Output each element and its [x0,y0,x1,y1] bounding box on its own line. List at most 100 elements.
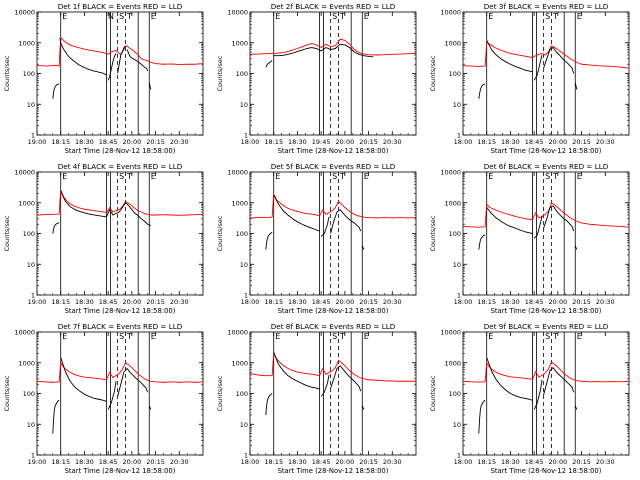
x-tick-label: 20:00 [122,298,141,306]
phase-marker-label: E [62,172,67,181]
y-axis-label: Counts/sec [3,55,11,91]
y-tick-label: 1 [31,132,35,140]
y-tick-label: 10 [453,421,461,429]
y-tick-label: 10 [453,101,461,109]
series-line-events [265,352,365,416]
y-axis-label: Counts/sec [429,375,437,411]
chart-svg: Det 4f BLACK = Events RED = LLD 1 10 100 100… [3,162,204,315]
x-tick-label: 19:00 [28,298,47,306]
plot-area [250,12,416,135]
chart-svg: Det 9f BLACK = Events RED = LLD 1 10 100 100… [429,322,630,475]
x-tick-label: 20:15 [572,138,591,146]
x-tick-label: 20:30 [383,298,402,306]
y-tick-label: 100 [449,230,461,238]
y-tick-label: 100 [236,390,248,398]
y-tick-label: 100 [236,70,248,78]
chart-title: Det 8f BLACK = Events RED = LLD [271,322,396,331]
y-tick-label: 10000 [14,9,35,17]
y-axis-label: Counts/sec [429,215,437,251]
phase-marker-label: T [126,332,132,341]
chart-title: Det 7f BLACK = Events RED = LLD [58,322,183,331]
phase-marker-label: T [552,332,558,341]
phase-marker-label: T [339,332,345,341]
y-axis-label: Counts/sec [3,215,11,251]
x-tick-label: 18:00 [454,458,473,466]
phase-marker-label: T [339,12,345,21]
phase-marker-label: N [108,12,114,21]
series-line-events [52,357,152,434]
x-tick-label: 18:45 [525,138,544,146]
chart-panel: Det 8f BLACK = Events RED = LLD 1 10 100 100… [213,320,426,480]
phase-marker-label: S [332,332,337,341]
x-tick-label: 20:15 [146,458,165,466]
y-tick-label: 1 [457,292,461,300]
series-line-lld [250,193,416,219]
chart-panel: Det 3f BLACK = Events RED = LLD 1 10 100 100… [426,0,639,160]
y-tick-label: 10000 [14,169,35,177]
chart-panel: Det 7f BLACK = Events RED = LLD 1 10 100 100… [0,320,213,480]
x-tick-label: 18:45 [99,298,118,306]
y-axis-label: Counts/sec [216,55,224,91]
x-tick-label: 19:00 [28,138,47,146]
x-tick-label: 18:15 [51,298,70,306]
chart-title: Det 5f BLACK = Events RED = LLD [271,162,396,171]
plot-frame [249,11,417,136]
x-tick-label: 20:30 [383,458,402,466]
y-axis-label: Counts/sec [216,215,224,251]
plot-frame [36,171,204,296]
chart-panel: Det 1f BLACK = Events RED = LLD 1 10 100 100… [0,0,213,160]
plot-frame [249,171,417,296]
plot-area [37,332,203,455]
x-tick-label: 20:15 [572,298,591,306]
plot-frame [462,11,630,136]
y-tick-label: 10 [27,421,35,429]
x-tick-label: 20:15 [146,298,165,306]
x-tick-label: 18:00 [454,298,473,306]
series-line-events [478,357,578,434]
x-tick-label: 18:30 [288,138,307,146]
series-line-lld [250,353,416,382]
y-tick-label: 100 [23,390,35,398]
phase-marker-label: E [151,172,156,181]
y-tick-label: 100 [236,230,248,238]
x-tick-label: 18:15 [51,458,70,466]
x-axis-label: Start Time (28-Nov-12 18:58:00) [278,147,389,155]
x-tick-label: 18:15 [477,458,496,466]
x-tick-label: 18:15 [477,138,496,146]
y-tick-label: 100 [23,230,35,238]
chart-panel: Det 9f BLACK = Events RED = LLD 1 10 100 100… [426,320,639,480]
series-line-lld [37,362,203,383]
plot-frame [249,331,417,456]
x-tick-label: 18:15 [51,138,70,146]
phase-marker-label: E [62,332,67,341]
x-tick-label: 20:00 [548,138,567,146]
y-tick-label: 10 [240,101,248,109]
x-tick-label: 18:30 [288,298,307,306]
x-tick-label: 18:30 [75,458,94,466]
plot-area [37,172,203,295]
y-tick-label: 10000 [227,329,248,337]
phase-marker-label: S [119,332,124,341]
chart-panel: Det 2f BLACK = Events RED = LLD 1 10 100 100… [213,0,426,160]
chart-svg: Det 1f BLACK = Events RED = LLD 1 10 100 100… [3,2,204,155]
y-tick-label: 1 [31,292,35,300]
x-tick-label: 18:00 [241,298,260,306]
phase-marker-label: E [275,12,280,21]
x-tick-label: 18:45 [525,458,544,466]
chart-panel: Det 4f BLACK = Events RED = LLD 1 10 100 100… [0,160,213,320]
plot-area [250,172,416,295]
y-tick-label: 10 [453,261,461,269]
y-tick-label: 10000 [440,169,461,177]
x-tick-label: 19:00 [28,458,47,466]
phase-marker-label: E [275,172,280,181]
x-tick-label: 20:30 [170,298,189,306]
phase-marker-label: E [488,12,493,21]
phase-marker-label: S [119,12,124,21]
y-tick-label: 10 [240,421,248,429]
x-axis-label: Start Time (28-Nov-12 18:58:00) [65,307,176,315]
x-tick-label: 18:30 [501,298,520,306]
x-tick-label: 20:00 [335,298,354,306]
series-line-events [478,40,578,99]
chart-svg: Det 8f BLACK = Events RED = LLD 1 10 100 100… [216,322,417,475]
